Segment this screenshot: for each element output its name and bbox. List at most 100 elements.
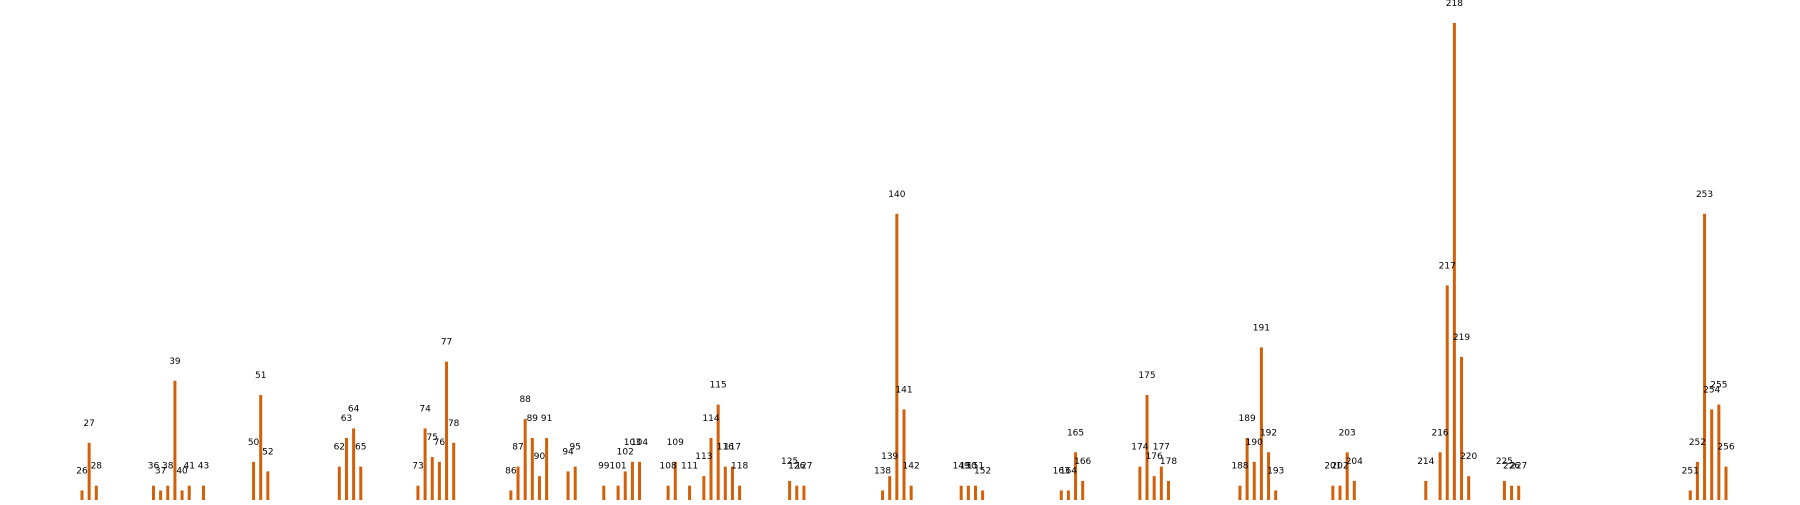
bar-label-125: 125	[781, 457, 798, 467]
bar-76	[437, 461, 441, 500]
bar-label-255: 255	[1710, 381, 1727, 391]
bar-label-104: 104	[631, 438, 648, 448]
bar-43	[202, 485, 206, 500]
bar-label-216: 216	[1431, 428, 1448, 438]
bar-163	[1059, 490, 1063, 500]
bar-74	[423, 428, 427, 500]
bar-127	[802, 485, 806, 500]
bar-label-43: 43	[198, 462, 209, 472]
bar-label-251: 251	[1682, 466, 1699, 476]
bar-141	[902, 409, 906, 500]
bar-label-99: 99	[598, 462, 610, 472]
bar-label-65: 65	[355, 443, 366, 453]
bar-label-190: 190	[1246, 438, 1263, 448]
bar-label-126: 126	[788, 462, 805, 472]
bar-label-102: 102	[617, 447, 634, 457]
bar-27	[87, 442, 91, 500]
bar-37	[159, 490, 163, 500]
bar-109	[673, 461, 677, 500]
bar-39	[173, 380, 177, 500]
bar-178	[1166, 480, 1170, 500]
bar-63	[344, 437, 348, 500]
bar-114	[709, 437, 713, 500]
bar-149	[959, 485, 963, 500]
bar-103	[630, 461, 634, 500]
bar-label-26: 26	[76, 466, 88, 476]
bar-label-40: 40	[176, 466, 188, 476]
bar-label-62: 62	[334, 443, 345, 453]
bar-label-219: 219	[1453, 333, 1470, 343]
bar-label-50: 50	[248, 438, 260, 448]
bar-label-91: 91	[541, 414, 552, 424]
bar-label-94: 94	[562, 447, 574, 457]
bar-253	[1703, 213, 1707, 501]
bar-label-51: 51	[255, 371, 266, 381]
bar-label-113: 113	[695, 452, 712, 462]
bar-203	[1345, 452, 1349, 500]
bar-label-117: 117	[724, 443, 741, 453]
bar-218	[1452, 23, 1456, 500]
bar-138	[881, 490, 885, 500]
bar-label-118: 118	[731, 462, 748, 472]
bar-label-115: 115	[710, 381, 727, 391]
bar-166	[1081, 480, 1085, 500]
bar-126	[795, 485, 799, 500]
bar-108	[666, 485, 670, 500]
bar-175	[1145, 395, 1149, 500]
bar-192	[1267, 452, 1271, 500]
bar-26	[80, 490, 84, 500]
bar-label-86: 86	[505, 466, 517, 476]
bar-65	[359, 466, 363, 500]
bar-204	[1352, 480, 1356, 500]
bar-label-77: 77	[441, 338, 452, 348]
bar-152	[981, 490, 985, 500]
bar-label-217: 217	[1439, 261, 1456, 271]
bar-label-151: 151	[967, 462, 984, 472]
bar-139	[888, 476, 892, 500]
bar-116	[723, 466, 727, 500]
bar-193	[1274, 490, 1278, 500]
bar-254	[1710, 409, 1714, 500]
bar-label-140: 140	[888, 190, 905, 200]
bar-118	[738, 485, 742, 500]
bar-label-39: 39	[169, 357, 181, 367]
bar-164	[1066, 490, 1070, 500]
bar-91	[545, 437, 549, 500]
bar-label-175: 175	[1138, 371, 1155, 381]
bar-label-150: 150	[960, 462, 977, 472]
bar-label-103: 103	[624, 438, 641, 448]
bar-41	[187, 485, 191, 500]
bar-111	[688, 485, 692, 500]
bar-label-178: 178	[1160, 457, 1177, 467]
bar-217	[1445, 285, 1449, 500]
bar-87	[516, 466, 520, 500]
bar-label-37: 37	[155, 466, 166, 476]
bar-label-176: 176	[1146, 452, 1163, 462]
bar-label-201: 201	[1324, 462, 1341, 472]
bar-label-202: 202	[1331, 462, 1348, 472]
bar-86	[509, 490, 513, 500]
bar-90	[537, 476, 541, 500]
bar-label-253: 253	[1696, 190, 1713, 200]
bar-165	[1074, 452, 1078, 500]
bar-label-164: 164	[1060, 466, 1077, 476]
bar-label-64: 64	[348, 404, 360, 414]
bar-label-227: 227	[1510, 462, 1527, 472]
bar-label-28: 28	[91, 462, 103, 472]
bar-101	[616, 485, 620, 500]
bar-label-142: 142	[903, 462, 920, 472]
bar-64	[352, 428, 356, 500]
bar-label-163: 163	[1053, 466, 1070, 476]
bar-189	[1245, 437, 1249, 500]
bar-label-204: 204	[1346, 457, 1363, 467]
bar-label-74: 74	[419, 404, 431, 414]
bar-256	[1724, 466, 1728, 500]
bar-252	[1695, 461, 1699, 500]
bar-255	[1717, 404, 1721, 500]
bar-36	[151, 485, 155, 500]
bar-220	[1467, 476, 1471, 500]
bar-label-165: 165	[1067, 428, 1084, 438]
bar-38	[166, 485, 170, 500]
